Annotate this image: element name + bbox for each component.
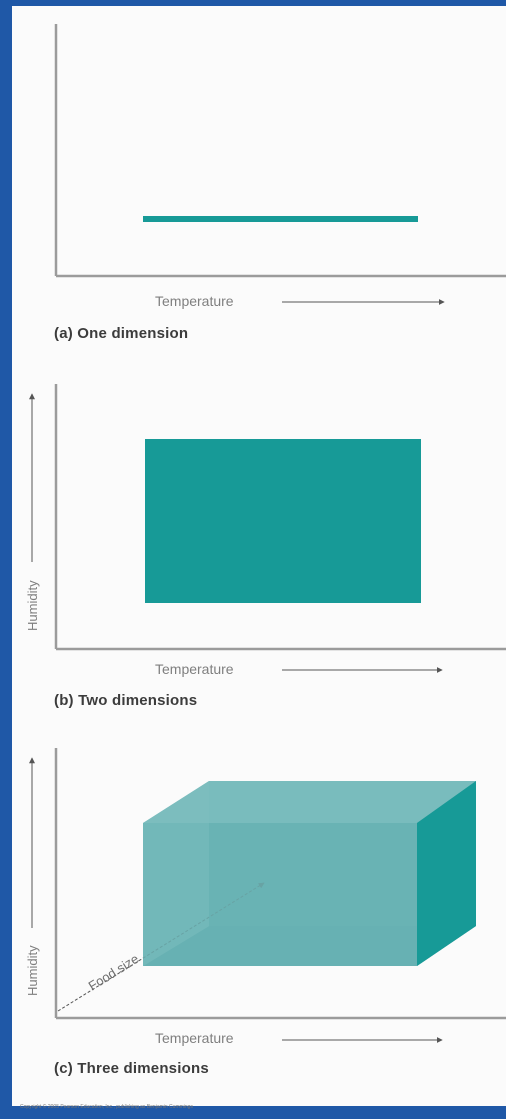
niche-dimensions-diagram: Temperature Temperature Humidity	[25, 24, 506, 1046]
panel-b-caption: (b) Two dimensions	[54, 692, 198, 709]
panel-b-y-axis-label: Humidity	[25, 580, 40, 631]
panel-b-x-axis-label: Temperature	[155, 661, 234, 677]
panel-c-y-axis-label: Humidity	[25, 945, 40, 996]
panel-c-three-dimensions: Food size Temperature Humidity	[25, 748, 506, 1046]
panel-c-box-right-face	[417, 781, 476, 966]
panel-a-caption: (a) One dimension	[54, 325, 189, 342]
panel-a-one-dimension: Temperature	[54, 24, 506, 309]
panel-c-z-axis-label: Food size	[86, 951, 142, 994]
figure-panel: Temperature Temperature Humidity	[12, 6, 506, 1110]
panel-c-x-axis-label: Temperature	[155, 1030, 234, 1046]
copyright-notice: Copyright © 2005 Pearson Education, Inc.…	[20, 1104, 193, 1110]
panel-b-niche-rectangle	[145, 439, 421, 603]
panel-c-box-front-face	[143, 823, 417, 966]
panel-c-caption: (c) Three dimensions	[54, 1060, 209, 1077]
panel-c-box-top-face	[143, 781, 476, 823]
panel-a-x-axis-label: Temperature	[155, 293, 234, 309]
panel-b-two-dimensions: Temperature Humidity	[25, 384, 506, 677]
